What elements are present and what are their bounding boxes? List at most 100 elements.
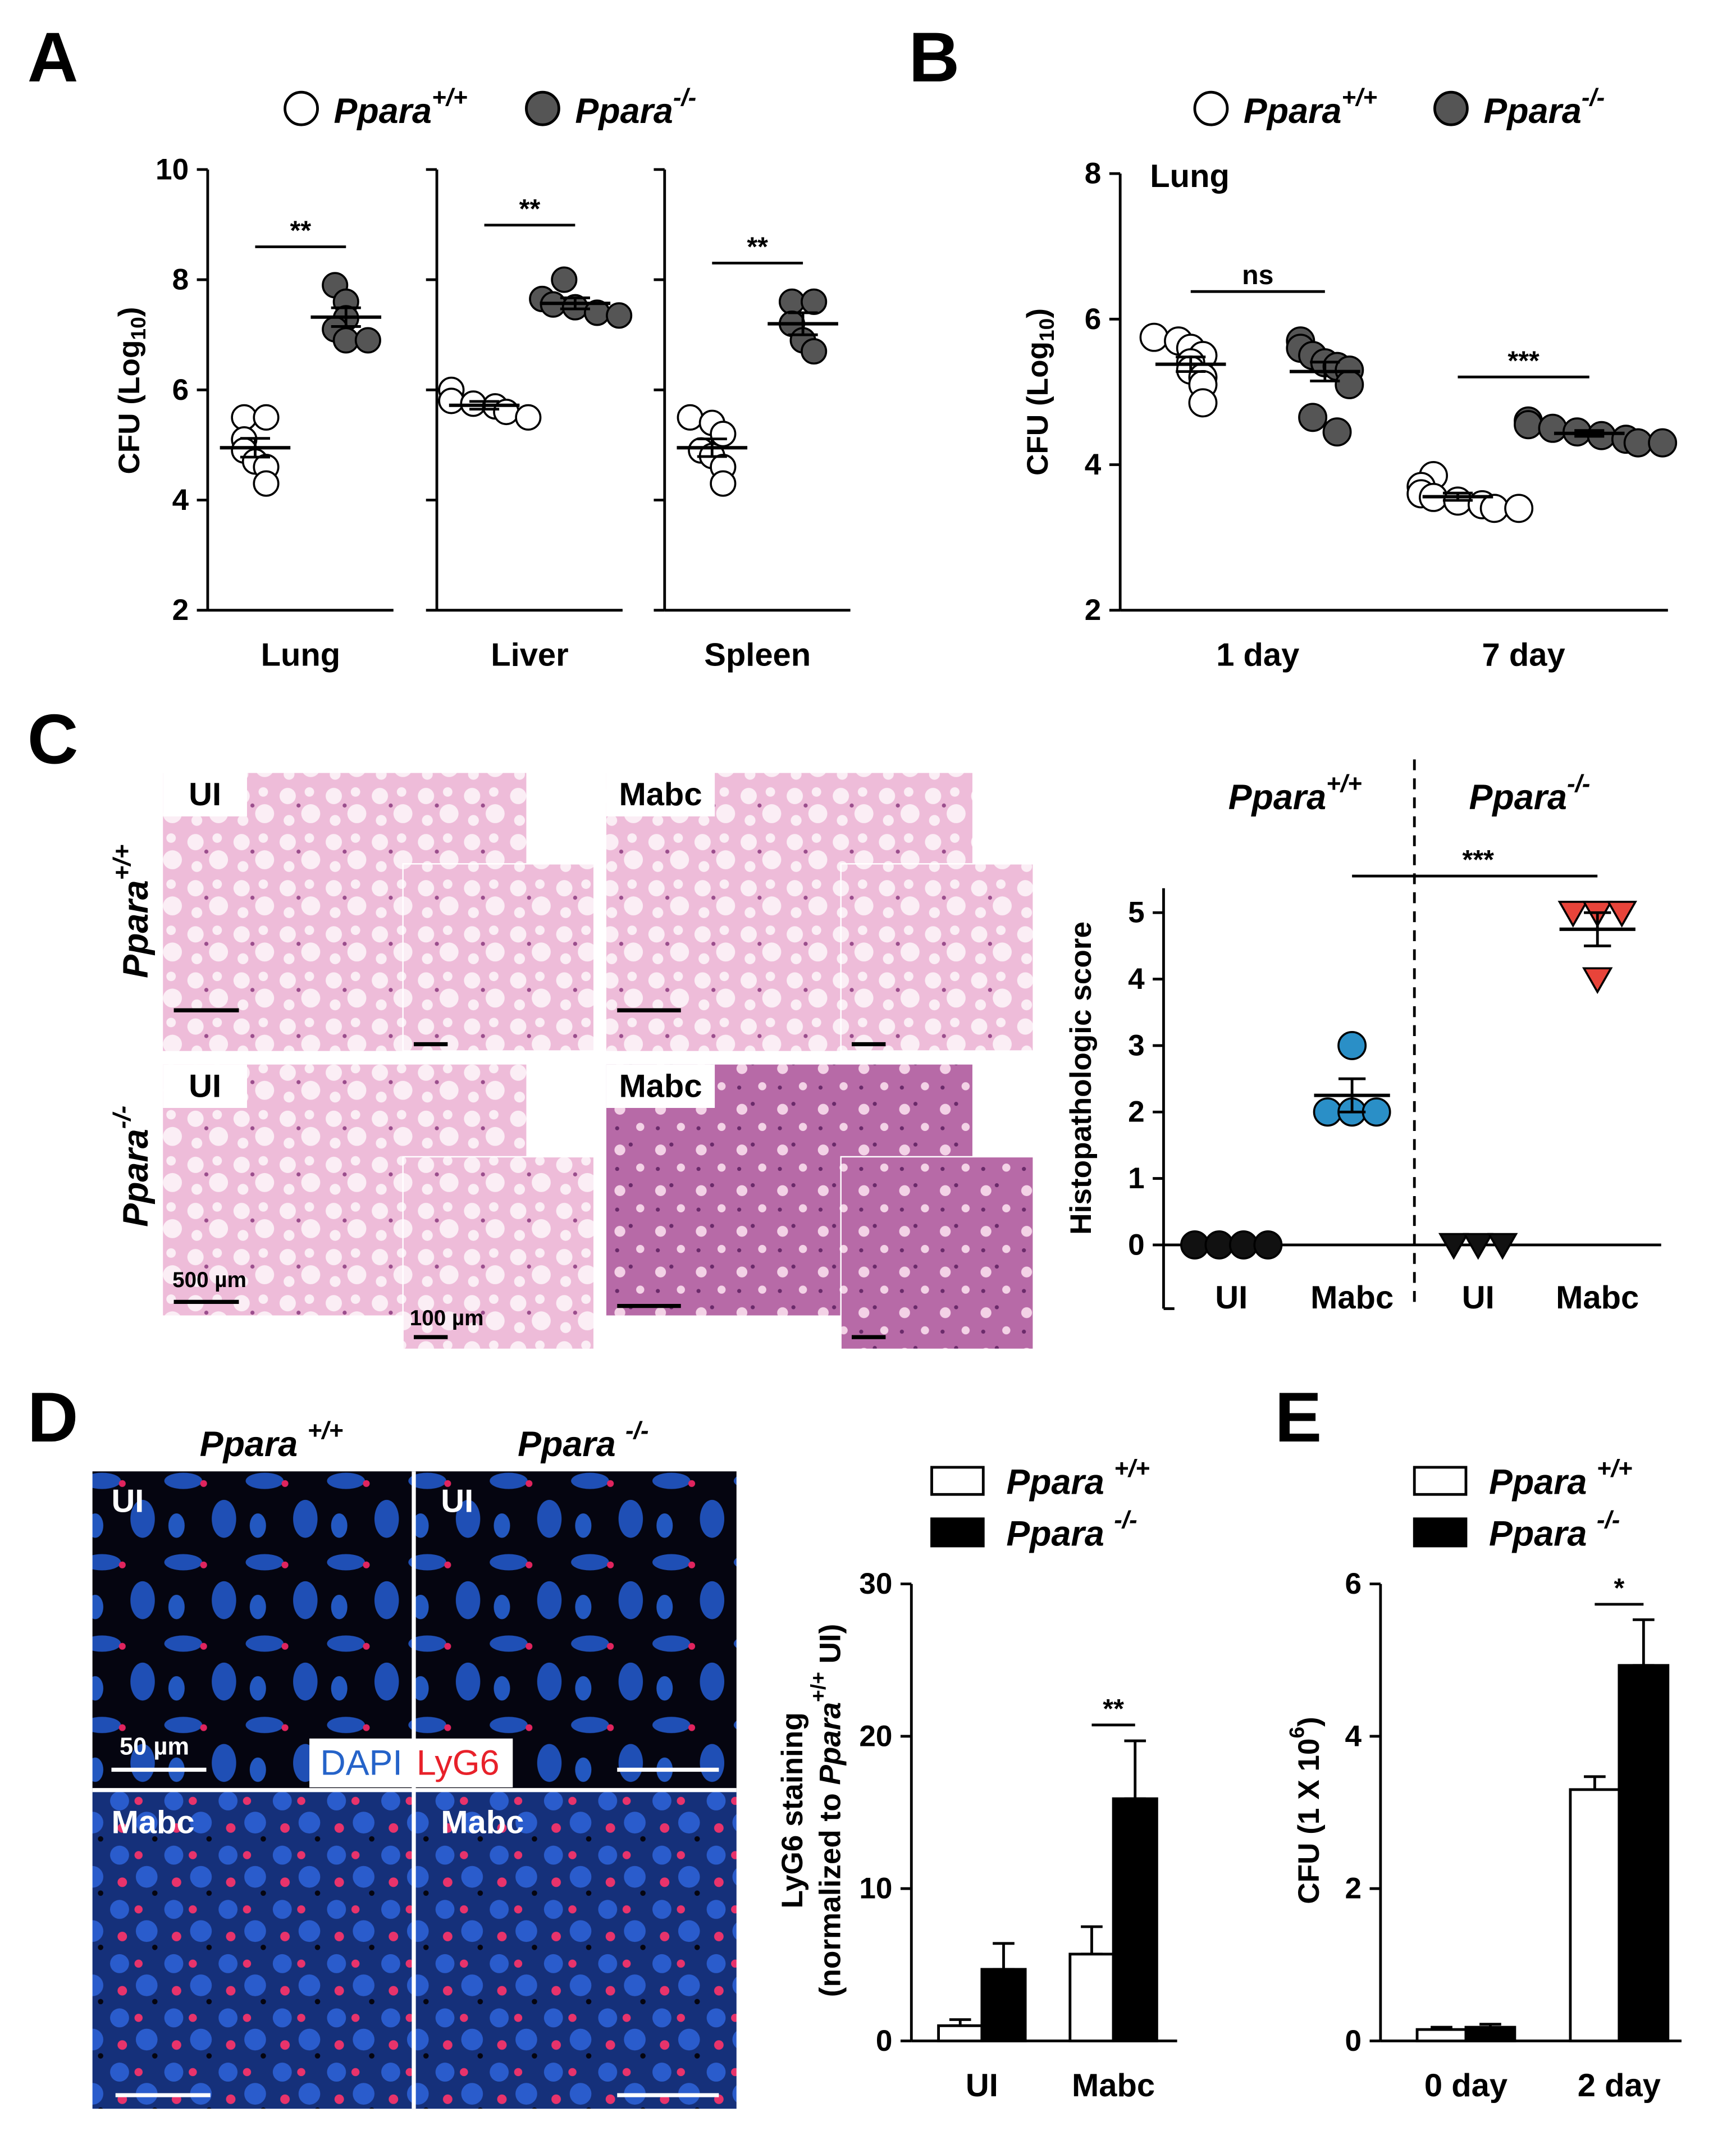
group-header: Ppara+/+ (1228, 769, 1362, 817)
data-point (1648, 428, 1678, 458)
text-part: Ppara (575, 92, 673, 131)
legend-label: Ppara+/+ (1244, 83, 1377, 131)
image-label: Mabc (111, 1805, 194, 1841)
text-part: ) (1021, 308, 1054, 318)
error-bar (1310, 361, 1340, 382)
data-point (1504, 494, 1534, 523)
error-bar (1584, 911, 1611, 947)
text-part: 6 (1285, 1727, 1309, 1739)
legend-marker (284, 90, 319, 126)
data-point (1538, 413, 1568, 443)
image-ko-mabc (413, 1790, 737, 2109)
error-bar (1584, 1775, 1606, 1791)
x-category-label: Mabc (1556, 1280, 1639, 1316)
data-point (231, 404, 258, 431)
image-label: UI (111, 1483, 144, 1519)
x-category-label: 1 day (1216, 637, 1299, 673)
y-tick-label: 2 (1345, 1872, 1362, 1905)
text-part: Ppara (1006, 1514, 1114, 1553)
text-part: Ppara (116, 1129, 156, 1226)
x-category-label: 7 day (1482, 637, 1565, 673)
label-box (163, 773, 247, 816)
text-part: 10 (1035, 318, 1058, 341)
y-tick-label: 1 (1128, 1162, 1145, 1195)
data-point (1228, 1230, 1258, 1260)
y-tick-label: 30 (859, 1567, 892, 1600)
data-point (1335, 370, 1364, 399)
x-category-label: 2 day (1578, 2068, 1661, 2104)
x-category-label: Lung (261, 637, 341, 673)
y-tick-label: 4 (1345, 1719, 1362, 1753)
text-part: -/- (1114, 1506, 1137, 1534)
text-part: -/- (1597, 1506, 1620, 1534)
text-part: Histopathologic score (1065, 922, 1098, 1235)
text-part: +/+ (806, 1672, 830, 1702)
data-point (1606, 901, 1637, 928)
error-bar (331, 306, 361, 328)
y-tick-label: 0 (876, 2024, 893, 2058)
legend-marker (525, 90, 560, 126)
y-tick-label: 4 (172, 483, 189, 517)
stain-label: LyG6 (417, 1743, 500, 1782)
text-part: 10 (126, 317, 150, 340)
bar (1464, 2026, 1516, 2042)
image-ko-ui (413, 1471, 737, 1790)
bar (1618, 1664, 1670, 2042)
bar (1112, 1797, 1158, 2042)
data-point (1479, 494, 1509, 523)
legend-label: Ppara -/- (1006, 1506, 1137, 1554)
y-tick-label: 2 (1128, 1096, 1145, 1129)
error-bar (469, 400, 500, 411)
y-tick-label: 0 (1345, 2024, 1362, 2058)
inset-wt-ui (402, 863, 595, 1052)
data-point (354, 327, 381, 354)
text-part: +/+ (108, 845, 135, 881)
y-tick-label: 8 (172, 263, 189, 296)
data-point (1623, 428, 1653, 458)
y-tick-label: 5 (1128, 896, 1145, 929)
data-point (1313, 1097, 1342, 1127)
image-label: UI (189, 1068, 221, 1104)
text-part: Ppara (1483, 92, 1581, 131)
data-point (1582, 967, 1613, 995)
legend-label: Ppara-/- (1483, 83, 1605, 131)
text-part: -/- (673, 83, 696, 111)
text-part: +/+ (1597, 1454, 1633, 1482)
label-box (163, 1064, 247, 1108)
data-point (710, 470, 737, 497)
x-category-label: UI (966, 2068, 998, 2104)
data-point (253, 470, 280, 497)
data-point (332, 327, 359, 354)
data-point (1188, 388, 1218, 418)
significance-label: ** (519, 194, 541, 224)
bar (1415, 2028, 1468, 2042)
significance-label: *** (1507, 345, 1539, 376)
significance-label: ns (1242, 260, 1273, 290)
text-part: CFU (Log (112, 340, 145, 475)
y-tick-label: 2 (1085, 594, 1102, 627)
y-tick-label: 10 (156, 153, 189, 186)
data-point (438, 387, 465, 414)
text-part: +/+ (1326, 769, 1362, 797)
x-category-label: UI (1462, 1280, 1495, 1316)
data-point (1438, 1233, 1469, 1260)
image-label: Mabc (619, 1068, 702, 1104)
significance-label: ** (747, 232, 768, 262)
y-axis-label: LyG6 staining (775, 1712, 808, 1908)
image-label: UI (441, 1483, 473, 1519)
bar (980, 1968, 1027, 2042)
data-point (1298, 403, 1328, 432)
error-bar (1338, 1077, 1366, 1114)
text-part: Ppara (1006, 1463, 1114, 1502)
text-part: Ppara (1228, 778, 1326, 817)
data-point (801, 338, 828, 365)
legend-marker (1193, 90, 1229, 126)
legend-swatch (930, 1517, 985, 1548)
text-part: ) (112, 307, 145, 317)
image-wt-ui (92, 1471, 414, 1790)
data-point (710, 421, 737, 448)
text-part: Ppara (1489, 1463, 1597, 1502)
stain-label: DAPI (320, 1743, 403, 1782)
